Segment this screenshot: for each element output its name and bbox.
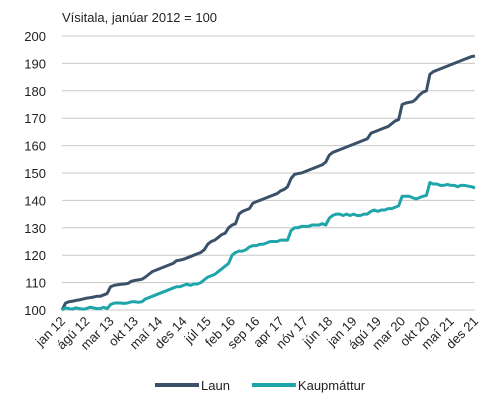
y-tick-label: 190: [24, 56, 46, 71]
y-tick-label: 160: [24, 139, 46, 154]
y-tick-label: 130: [24, 221, 46, 236]
legend-label: Kaupmáttur: [298, 378, 366, 393]
y-tick-label: 120: [24, 248, 46, 263]
line-series: [60, 54, 476, 311]
y-tick-label: 200: [24, 29, 46, 44]
y-tick-label: 110: [25, 276, 46, 291]
chart-subtitle: Vísitala, janúar 2012 = 100: [62, 10, 217, 25]
y-tick-label: 140: [24, 193, 46, 208]
legend-label: Laun: [201, 378, 230, 393]
y-tick-label: 100: [24, 303, 46, 318]
y-tick-label: 170: [24, 111, 46, 126]
y-tick-label: 180: [24, 84, 46, 99]
y-tick-label: 150: [24, 166, 46, 181]
line-series: [61, 181, 476, 312]
